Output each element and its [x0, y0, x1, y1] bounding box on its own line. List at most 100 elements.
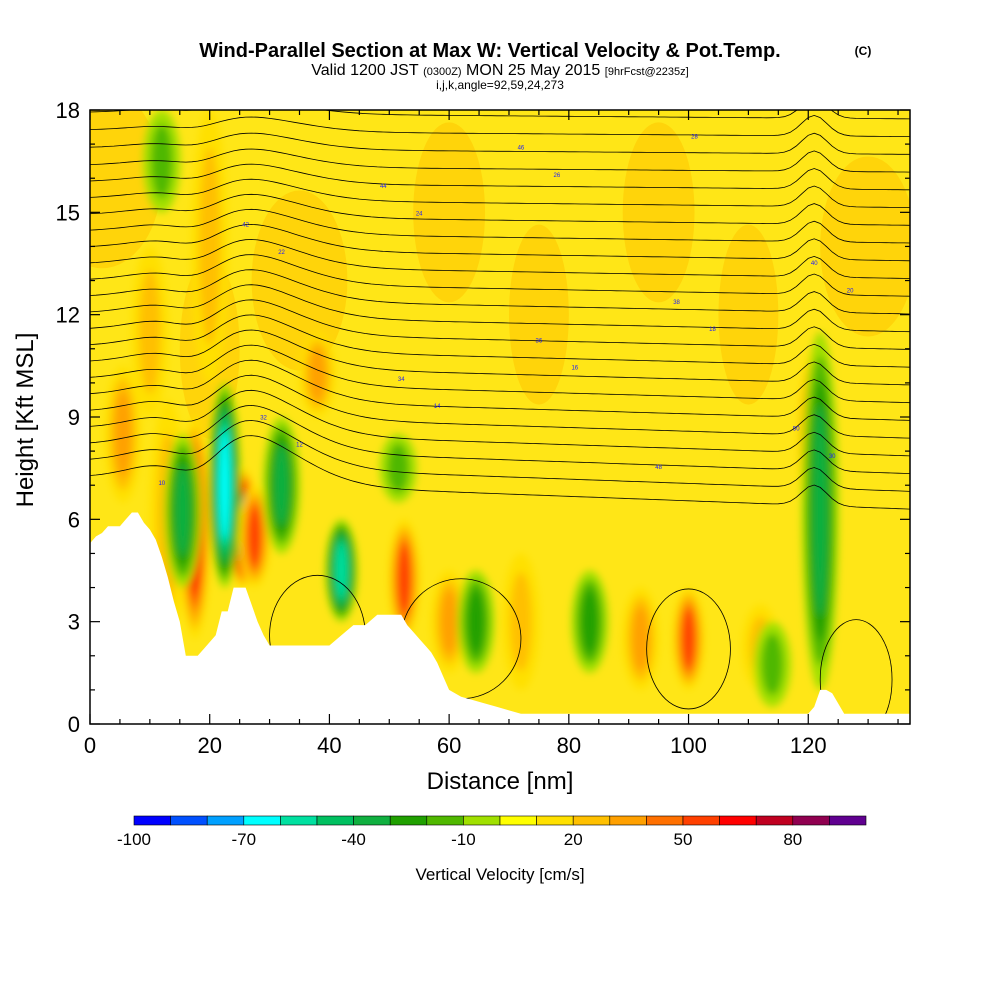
colorbar-tick-label: -10 [451, 830, 476, 849]
isentrope-label: 38 [673, 300, 680, 306]
colorbar-swatch [426, 815, 464, 826]
colorbar-tick-label: 20 [564, 830, 583, 849]
colorbar [133, 815, 867, 826]
velocity-cells [104, 110, 839, 707]
y-tick-label: 3 [68, 610, 80, 635]
isentrope-label: 30 [829, 454, 836, 460]
updraft-cell [440, 589, 458, 655]
isentrope-line [90, 284, 910, 333]
chart-title: Wind-Parallel Section at Max W: Vertical… [199, 40, 780, 62]
isentrope-line [819, 619, 893, 724]
isentrope-line [90, 359, 910, 421]
x-tick-label: 0 [84, 733, 96, 758]
isentrope-line [90, 269, 910, 315]
colorbar-tick-labels: -100 -70 -40 -10 20 50 80 [117, 830, 802, 849]
forecast-label: [9hrFcst@2235z] [605, 66, 689, 78]
x-tick-label: 120 [790, 733, 827, 758]
isentrope-label: 42 [242, 223, 249, 229]
isentrope-label: 22 [278, 250, 285, 256]
axis-ticks [89, 109, 910, 725]
isentrope-line [90, 110, 910, 120]
field-band [718, 224, 779, 405]
valid-time-line: Valid 1200 JST (0300Z) MON 25 May 2015 [… [311, 62, 688, 79]
x-tick-label: 100 [670, 733, 707, 758]
colorbar-swatch [280, 815, 318, 826]
updraft-cell [248, 507, 261, 566]
isentrope-line [90, 420, 910, 492]
downdraft-cell [336, 542, 347, 599]
updraft-cell [198, 147, 221, 346]
isentrope-label: 18 [709, 327, 716, 333]
valid-date: MON 25 May 2015 [466, 62, 600, 79]
isentrope-line [90, 178, 910, 208]
y-tick-label: 15 [56, 200, 80, 225]
colorbar-swatch [316, 815, 354, 826]
field-band [508, 224, 569, 405]
isentrope-line [90, 208, 910, 244]
isentrope-line [90, 254, 910, 297]
updraft-cell [139, 269, 161, 394]
x-axis-label: Distance [nm] [427, 768, 574, 795]
downdraft-cell [467, 589, 485, 655]
colorbar-swatch [829, 815, 867, 826]
colorbar-swatch [353, 815, 391, 826]
colorbar-swatch [499, 815, 537, 826]
colorbar-swatch [682, 815, 720, 826]
y-axis-label: Height [Kft MSL] [12, 333, 39, 508]
isentrope-line [90, 299, 910, 350]
isentrope-label: 40 [811, 261, 818, 267]
colorbar-swatch [572, 815, 611, 826]
isentrope-label: 12 [296, 443, 303, 449]
terrain-mask [90, 512, 910, 724]
isentrope-label: 28 [691, 134, 698, 140]
valid-zulu: (0300Z) [423, 66, 462, 78]
isentrope-label: 20 [847, 288, 854, 294]
updraft-cell [398, 545, 410, 613]
field-band [251, 190, 348, 371]
colorbar-swatch [463, 815, 501, 826]
isentrope-contours: 10 12 14 16 18 20 22 24 26 28 30 32 34 36 38 40 42 44 46 48… [90, 110, 910, 724]
isentrope-line [90, 239, 910, 279]
isentrope-line [90, 374, 910, 439]
updraft-cell [510, 572, 532, 672]
colorbar-swatch [389, 815, 428, 826]
section-params: i,j,k,angle=92,59,24,273 [436, 78, 564, 92]
colorbar-swatch [243, 815, 281, 826]
downdraft-cell [219, 431, 230, 540]
isentrope-label: 24 [416, 211, 423, 217]
isentrope-line [90, 314, 910, 368]
x-tick-label: 80 [557, 733, 581, 758]
y-tick-label: 18 [56, 98, 80, 123]
isentrope-label: 16 [571, 366, 578, 372]
y-tick-labels: 0 3 6 9 12 15 18 [56, 98, 80, 737]
colorbar-swatch [755, 815, 794, 826]
isentrope-label: 44 [380, 184, 387, 190]
colorbar-tick-label: 80 [783, 830, 802, 849]
colorbar-swatch [133, 815, 171, 826]
x-tick-label: 40 [317, 733, 341, 758]
isentrope-line [90, 148, 910, 173]
isentrope-line [90, 329, 910, 386]
y-tick-label: 9 [68, 405, 80, 430]
isentrope-line [90, 163, 910, 191]
colorbar-swatch [792, 815, 830, 826]
colorbar-swatch [170, 815, 208, 826]
updraft-cell [632, 606, 649, 672]
colorbar-tick-label: -100 [117, 830, 151, 849]
updraft-cell [114, 390, 132, 478]
isentrope-label: 50 [793, 427, 800, 433]
downdraft-cell [761, 633, 784, 696]
isentrope-line [90, 435, 910, 510]
colorbar-swatch [646, 815, 684, 826]
isentrope-line [90, 344, 910, 404]
y-tick-label: 6 [68, 507, 80, 532]
colorbar-tick-label: 50 [674, 830, 693, 849]
field-band [413, 122, 486, 303]
colorbar-label: Vertical Velocity [cm/s] [415, 865, 584, 884]
y-tick-label: 0 [68, 712, 80, 737]
isentrope-label: 36 [536, 338, 543, 344]
plot-area: 10 12 14 16 18 20 22 24 26 28 30 32 34 36 38 40 42 44 46 48… [90, 110, 910, 724]
isentrope-line [90, 404, 910, 474]
isentrope-line [646, 588, 731, 710]
